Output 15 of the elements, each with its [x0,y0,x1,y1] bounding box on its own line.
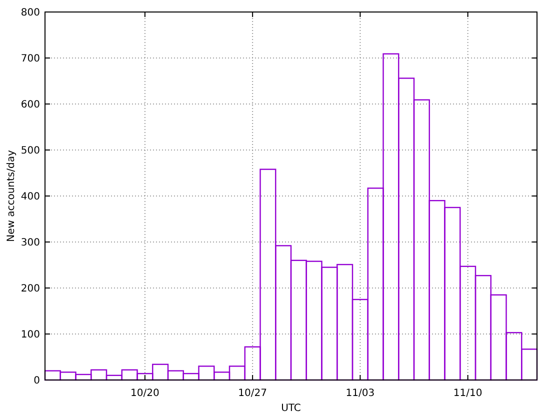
x-tick-label: 10/27 [238,388,267,399]
x-tick-label: 11/03 [346,388,375,399]
y-tick-label: 300 [20,238,40,248]
y-tick-label: 200 [20,284,40,294]
x-tick-label: 11/10 [453,388,482,399]
y-tick-label: 700 [20,54,40,64]
y-axis-title: New accounts/day [6,150,17,242]
y-tick-label: 0 [34,376,40,386]
y-tick-label: 100 [20,330,40,340]
x-tick-label: 10/20 [130,388,160,399]
y-tick-label: 800 [20,8,40,18]
x-axis-title: UTC [281,403,301,414]
y-tick-label: 600 [20,100,40,110]
y-tick-label: 400 [20,192,40,202]
y-tick-label: 500 [20,146,40,156]
